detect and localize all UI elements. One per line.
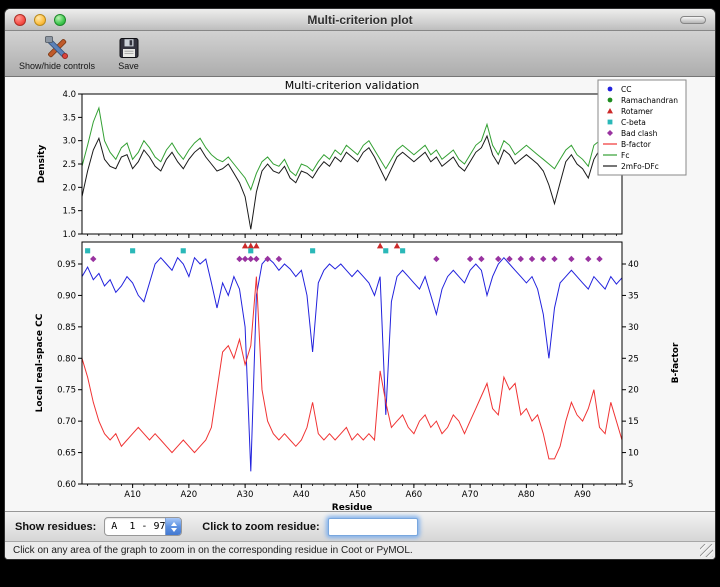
svg-text:3.5: 3.5 xyxy=(62,113,76,123)
svg-text:2.0: 2.0 xyxy=(62,183,76,193)
svg-text:0.75: 0.75 xyxy=(57,386,76,396)
svg-text:1.0: 1.0 xyxy=(62,230,76,240)
toolbar-toggle-button[interactable] xyxy=(680,16,706,24)
resize-grip[interactable] xyxy=(700,544,713,557)
show-hide-controls-label: Show/hide controls xyxy=(19,61,96,71)
show-residues-label: Show residues: xyxy=(15,520,97,533)
toolbar: Show/hide controls Save xyxy=(5,31,715,77)
svg-text:15: 15 xyxy=(628,417,639,427)
svg-text:A10: A10 xyxy=(124,490,141,500)
zoom-button[interactable] xyxy=(54,14,66,26)
svg-text:30: 30 xyxy=(628,323,639,333)
svg-text:0.90: 0.90 xyxy=(57,291,76,301)
svg-text:35: 35 xyxy=(628,291,639,301)
svg-text:10: 10 xyxy=(628,449,639,459)
svg-text:5: 5 xyxy=(628,480,633,490)
svg-text:0.95: 0.95 xyxy=(57,260,76,270)
svg-text:CC: CC xyxy=(621,85,631,94)
svg-text:A40: A40 xyxy=(293,490,310,500)
svg-text:B-factor: B-factor xyxy=(621,140,652,149)
svg-text:0.85: 0.85 xyxy=(57,323,76,333)
save-icon xyxy=(115,34,142,61)
svg-text:C-beta: C-beta xyxy=(621,118,646,127)
svg-text:Density: Density xyxy=(37,145,47,184)
svg-text:A90: A90 xyxy=(574,490,591,500)
status-bar: Click on any area of the graph to zoom i… xyxy=(5,541,715,559)
zoom-residue-input[interactable] xyxy=(327,517,418,536)
close-button[interactable] xyxy=(14,14,26,26)
svg-text:Bad clash: Bad clash xyxy=(621,129,658,138)
save-label: Save xyxy=(118,61,139,71)
show-hide-controls-button[interactable]: Show/hide controls xyxy=(19,34,95,71)
window-title: Multi-criterion plot xyxy=(307,12,413,27)
svg-text:A20: A20 xyxy=(181,490,198,500)
svg-text:25: 25 xyxy=(628,354,639,364)
svg-text:A50: A50 xyxy=(349,490,366,500)
svg-text:Residue: Residue xyxy=(332,503,372,511)
svg-text:A30: A30 xyxy=(237,490,254,500)
svg-text:B-factor: B-factor xyxy=(671,342,681,383)
svg-text:3.0: 3.0 xyxy=(62,137,76,147)
svg-text:A60: A60 xyxy=(406,490,423,500)
app-window: Multi-criterion plot Show/hide controls xyxy=(4,8,716,560)
arrow-up-icon xyxy=(170,521,177,526)
svg-text:0.70: 0.70 xyxy=(57,417,76,427)
stepper-arrows-icon[interactable] xyxy=(165,518,182,535)
svg-text:1.5: 1.5 xyxy=(62,207,76,217)
svg-text:Multi-criterion validation: Multi-criterion validation xyxy=(285,79,420,92)
minimize-button[interactable] xyxy=(34,14,46,26)
svg-text:2mFo-DFc: 2mFo-DFc xyxy=(621,162,659,171)
arrow-down-icon xyxy=(170,527,177,532)
svg-text:0.65: 0.65 xyxy=(57,449,76,459)
controls-bar: Show residues: A 1 - 97 Click to zoom re… xyxy=(5,511,715,541)
svg-text:A70: A70 xyxy=(462,490,479,500)
svg-text:Local real-space CC: Local real-space CC xyxy=(35,313,45,412)
svg-text:4.0: 4.0 xyxy=(62,90,76,100)
residue-range-select[interactable]: A 1 - 97 xyxy=(104,517,183,536)
residue-range-value: A 1 - 97 xyxy=(111,521,166,532)
save-button[interactable]: Save xyxy=(115,34,142,71)
svg-text:Ramachandran: Ramachandran xyxy=(621,96,678,105)
svg-text:20: 20 xyxy=(628,386,639,396)
svg-text:Fc: Fc xyxy=(621,151,629,160)
svg-text:A80: A80 xyxy=(518,490,535,500)
plot-area[interactable]: 4.0 3.5 3.0 2.5 2.0 1.5 1.0 0.95 0.90 0.85 0.80 0.7… xyxy=(5,77,715,511)
status-text: Click on any area of the graph to zoom i… xyxy=(13,545,413,556)
svg-text:0.60: 0.60 xyxy=(57,480,76,490)
chart-svg[interactable]: 4.0 3.5 3.0 2.5 2.0 1.5 1.0 0.95 0.90 0.85 0.80 0.7… xyxy=(30,79,690,511)
svg-text:40: 40 xyxy=(628,260,639,270)
window-controls xyxy=(14,14,66,26)
tools-icon xyxy=(44,34,71,61)
title-bar[interactable]: Multi-criterion plot xyxy=(5,9,715,31)
zoom-residue-label: Click to zoom residue: xyxy=(202,520,320,533)
svg-text:0.80: 0.80 xyxy=(57,354,76,364)
multi-criterion-chart[interactable]: 4.0 3.5 3.0 2.5 2.0 1.5 1.0 0.95 0.90 0.85 0.80 0.7… xyxy=(30,79,690,511)
svg-text:Rotamer: Rotamer xyxy=(621,107,654,116)
svg-text:2.5: 2.5 xyxy=(62,160,76,170)
